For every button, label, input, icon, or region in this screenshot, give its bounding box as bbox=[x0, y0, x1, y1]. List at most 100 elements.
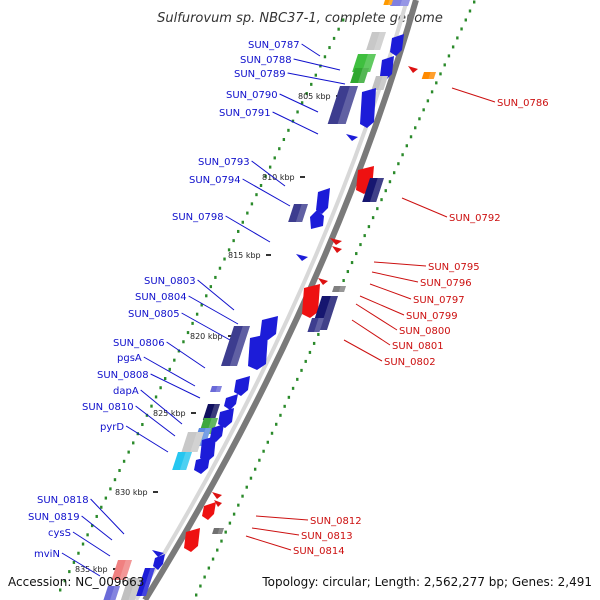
gene-label-sun_0818[interactable]: SUN_0818 bbox=[37, 495, 89, 506]
gene-box[interactable] bbox=[221, 326, 250, 366]
gene-arrow[interactable] bbox=[380, 56, 394, 80]
gene-box[interactable] bbox=[366, 32, 386, 50]
gene-labels[interactable]: SUN_0787 SUN_0788 SUN_0789 SUN_0790 SUN_0791… bbox=[28, 40, 549, 560]
gene-label-sun_0788[interactable]: SUN_0788 bbox=[240, 55, 292, 66]
gene-small[interactable] bbox=[152, 550, 164, 557]
gene-box[interactable] bbox=[288, 204, 308, 222]
gene-label-sun_0801[interactable]: SUN_0801 bbox=[392, 341, 444, 352]
gene-label-sun_0819[interactable]: SUN_0819 bbox=[28, 512, 80, 523]
gene-box[interactable] bbox=[383, 0, 393, 5]
gene-box[interactable] bbox=[111, 560, 132, 580]
gene-label-sun_0814[interactable]: SUN_0814 bbox=[293, 546, 345, 557]
gene-arrow[interactable] bbox=[360, 88, 376, 128]
gene-box[interactable] bbox=[120, 578, 142, 600]
gene-label-sun_0793[interactable]: SUN_0793 bbox=[198, 157, 250, 168]
gene-small[interactable] bbox=[346, 134, 358, 141]
gene-box[interactable] bbox=[181, 432, 204, 452]
gene-label-sun_0789[interactable]: SUN_0789 bbox=[234, 69, 286, 80]
gene-box[interactable] bbox=[390, 0, 410, 6]
gene-arrow[interactable] bbox=[390, 34, 404, 56]
leader-line bbox=[255, 515, 309, 521]
tick-dot bbox=[182, 340, 185, 344]
gene-arrow[interactable] bbox=[202, 502, 216, 520]
tick-dot bbox=[168, 367, 171, 371]
gene-label-sun_0802[interactable]: SUN_0802 bbox=[384, 357, 436, 368]
gene-small[interactable] bbox=[408, 66, 418, 73]
tick-dot bbox=[350, 261, 354, 265]
tick-dot bbox=[266, 440, 270, 444]
gene-label-dapa[interactable]: dapA bbox=[113, 386, 139, 397]
gene-box[interactable] bbox=[210, 386, 222, 392]
gene-arrow[interactable] bbox=[248, 334, 268, 370]
gene-arrow[interactable] bbox=[194, 456, 210, 474]
gene-small[interactable] bbox=[332, 246, 342, 253]
gene-arrow[interactable] bbox=[302, 284, 320, 318]
gene-box[interactable] bbox=[307, 318, 324, 332]
gene-label-sun_0806[interactable]: SUN_0806 bbox=[113, 338, 165, 349]
gene-box[interactable] bbox=[371, 76, 388, 90]
gene-label-sun_0790[interactable]: SUN_0790 bbox=[226, 90, 278, 101]
gene-arrow[interactable] bbox=[218, 408, 234, 428]
gene-label-sun_0799[interactable]: SUN_0799 bbox=[406, 311, 458, 322]
gene-arrow[interactable] bbox=[234, 376, 250, 396]
gene-arrow[interactable] bbox=[153, 554, 165, 570]
gene-arrow[interactable] bbox=[224, 394, 238, 410]
tick-dot bbox=[426, 99, 430, 103]
tick-dot bbox=[253, 467, 257, 471]
gene-label-sun_0791[interactable]: SUN_0791 bbox=[219, 108, 271, 119]
gene-label-sun_0787[interactable]: SUN_0787 bbox=[248, 40, 300, 51]
gene-label-sun_0797[interactable]: SUN_0797 bbox=[413, 295, 465, 306]
gene-label-sun_0804[interactable]: SUN_0804 bbox=[135, 292, 187, 303]
kbp-label: 815 kbp bbox=[228, 251, 261, 260]
gene-label-sun_0794[interactable]: SUN_0794 bbox=[189, 175, 241, 186]
leader-line bbox=[351, 319, 391, 346]
gene-label-sun_0792[interactable]: SUN_0792 bbox=[449, 213, 501, 224]
tick-dot bbox=[223, 257, 226, 261]
tick-dot bbox=[224, 530, 227, 534]
gene-box[interactable] bbox=[350, 68, 369, 83]
gene-label-sun_0805[interactable]: SUN_0805 bbox=[128, 309, 180, 320]
gene-box[interactable] bbox=[212, 528, 224, 534]
gene-arrow[interactable] bbox=[200, 436, 216, 462]
tick-dot bbox=[346, 270, 350, 274]
gene-label-sun_0795[interactable]: SUN_0795 bbox=[428, 262, 480, 273]
gene-label-sun_0786[interactable]: SUN_0786 bbox=[497, 98, 549, 109]
gene-arrow[interactable] bbox=[184, 528, 200, 552]
tick-dot bbox=[443, 63, 446, 67]
leader-line bbox=[245, 535, 292, 551]
tick-dot bbox=[86, 533, 89, 537]
gene-box[interactable] bbox=[332, 286, 346, 292]
gene-label-mvin[interactable]: mviN bbox=[34, 549, 60, 560]
gene-box[interactable] bbox=[421, 72, 436, 79]
gene-box[interactable] bbox=[135, 568, 155, 596]
gene-small[interactable] bbox=[330, 238, 342, 245]
gene-label-sun_0798[interactable]: SUN_0798 bbox=[172, 212, 224, 223]
gene-label-pyrd[interactable]: pyrD bbox=[100, 422, 124, 433]
gene-small[interactable] bbox=[212, 492, 222, 499]
gene-arrow[interactable] bbox=[316, 188, 330, 214]
gene-box[interactable] bbox=[352, 54, 376, 72]
gene-label-sun_0803[interactable]: SUN_0803 bbox=[144, 276, 196, 287]
gene-arrow[interactable] bbox=[310, 210, 324, 229]
gene-small[interactable] bbox=[214, 500, 222, 507]
gene-box[interactable] bbox=[327, 86, 358, 124]
gene-label-sun_0808[interactable]: SUN_0808 bbox=[97, 370, 149, 381]
gene-label-sun_0812[interactable]: SUN_0812 bbox=[310, 516, 362, 527]
gene-small[interactable] bbox=[318, 278, 328, 285]
gene-label-sun_0813[interactable]: SUN_0813 bbox=[301, 531, 353, 542]
gene-box[interactable] bbox=[362, 178, 384, 202]
gene-label-sun_0810[interactable]: SUN_0810 bbox=[82, 402, 134, 413]
gene-box[interactable] bbox=[172, 452, 192, 470]
gene-label-cyss[interactable]: cysS bbox=[48, 528, 71, 539]
tick-dot bbox=[232, 239, 235, 243]
leader-line bbox=[181, 312, 231, 341]
gene-box[interactable] bbox=[202, 404, 220, 420]
gene-label-sun_0800[interactable]: SUN_0800 bbox=[399, 326, 451, 337]
gene-label-pgsa[interactable]: pgsA bbox=[117, 353, 142, 364]
leader-line bbox=[225, 215, 271, 243]
gene-arrow[interactable] bbox=[260, 316, 278, 340]
tick-dot bbox=[214, 275, 217, 279]
gene-label-sun_0796[interactable]: SUN_0796 bbox=[420, 278, 472, 289]
gene-small[interactable] bbox=[296, 254, 308, 261]
gene-box[interactable] bbox=[103, 586, 120, 600]
